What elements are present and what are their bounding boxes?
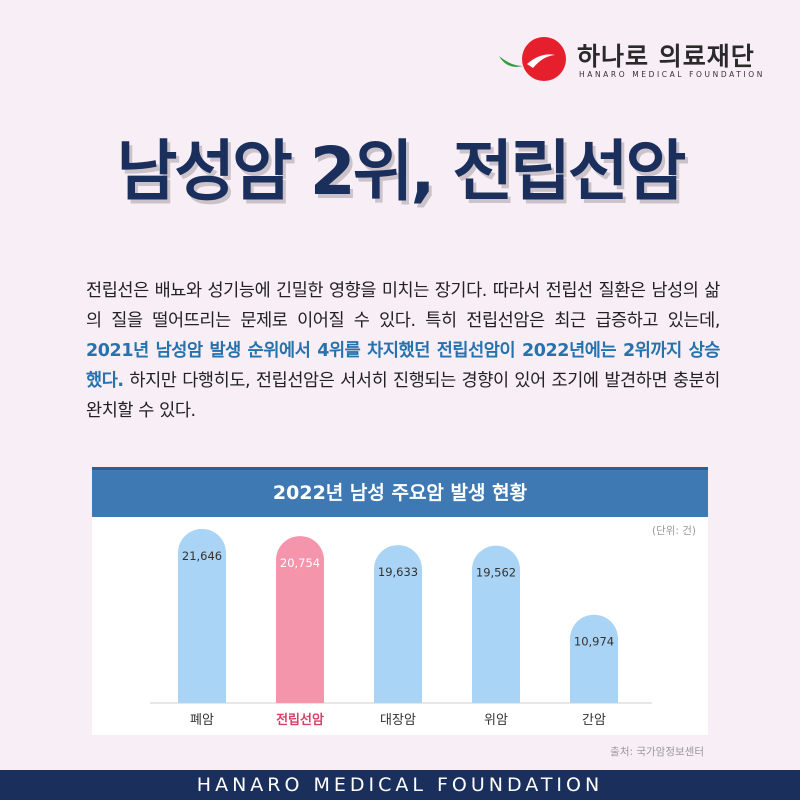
bar-3 [374,545,422,703]
category-label: 전립선암 [276,712,324,728]
bar-value-label: 19,633 [378,565,418,579]
category-label: 위암 [484,713,508,728]
logo-circle [522,37,566,81]
logo-swoosh [527,54,555,68]
logo-name: 하나로 의료재단 [577,42,755,71]
body-paragraph: 전립선은 배뇨와 성기능에 긴밀한 영향을 미치는 장기다. 따라서 전립선 질… [86,276,720,426]
bar-4 [472,545,520,703]
bar-value-label: 10,974 [574,635,614,649]
category-label: 대장암 [380,713,416,728]
logo-mark-icon [499,37,566,81]
bar-value-label: 19,562 [476,566,516,580]
bar-chart: 21,646 폐암 20,754 전립선암 19,633 대장암 19,562 위암 10,97… [150,528,652,728]
paragraph-highlight: 2021년 남성암 발생 순위에서 4위를 차지했던 전립선암이 2022년에는… [86,341,720,391]
paragraph-part1: 전립선은 배뇨와 성기능에 긴밀한 영향을 미치는 장기다. 따라서 전립선 질… [86,281,720,331]
footer-banner: HANARO MEDICAL FOUNDATION [0,770,800,800]
bar-2 [276,536,324,703]
chart-source: 출처: 국가암정보센터 [610,746,704,758]
bar-value-label: 20,754 [280,556,320,570]
paragraph-part2: 하지만 다행히도, 전립선암은 서서히 진행되는 경향이 있어 조기에 발견하면… [86,371,720,421]
chart-panel: 2022년 남성 주요암 발생 현황 (단위: 건) 21,646 폐암 20,75… [92,467,708,735]
category-label: 간암 [582,713,606,728]
bar-value-label: 21,646 [182,549,222,563]
bar-5 [570,614,618,703]
chart-title: 2022년 남성 주요암 발생 현황 [92,467,708,517]
logo-tagline: HANARO MEDICAL FOUNDATION [579,70,765,79]
logo: 하나로 의료재단 HANARO MEDICAL FOUNDATION [497,34,787,84]
page-title: 남성암 2위, 전립선암 [116,133,687,210]
category-label: 폐암 [190,713,214,728]
chart-unit: (단위: 건) [651,525,696,537]
bar-1 [178,528,226,703]
logo-leaf [499,56,523,67]
